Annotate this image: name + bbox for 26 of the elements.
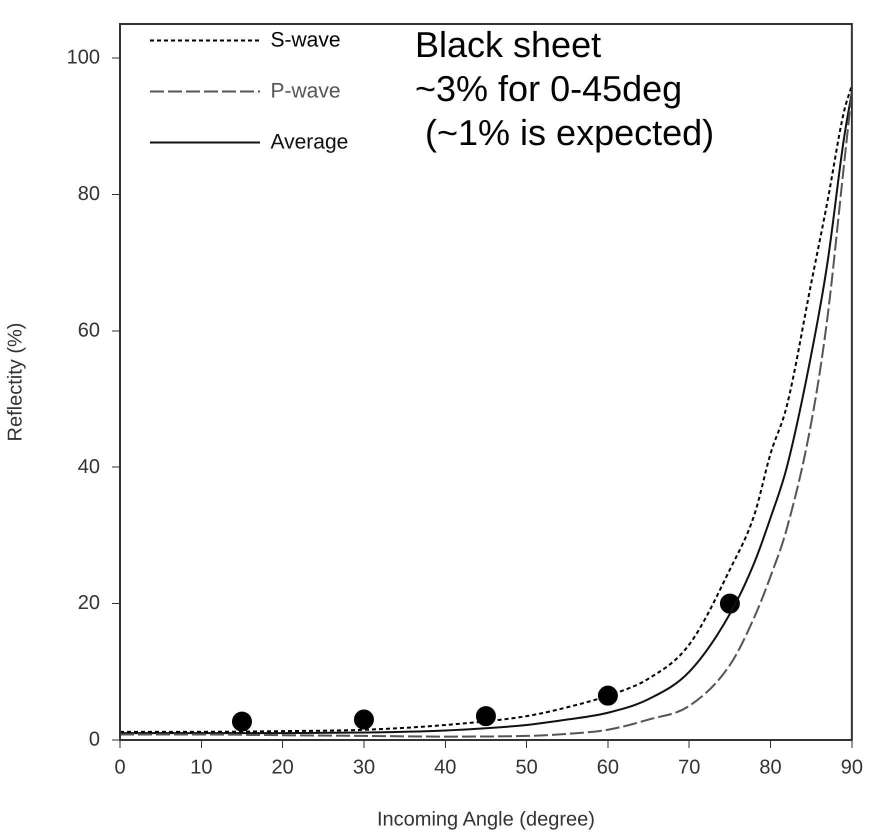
y-tick-label: 0 (88, 728, 100, 751)
text: Average (270, 130, 348, 154)
x-tick-label: 30 (352, 756, 376, 779)
y-tick-label: 100 (66, 46, 100, 69)
point (354, 710, 374, 730)
x-tick-label: 20 (272, 756, 294, 779)
x-tick-label: 90 (840, 756, 863, 779)
point (232, 712, 252, 732)
x-tick-label: 40 (434, 756, 456, 779)
annotation: Black sheet ~3% for 0-45deg (~1% is expected) (415, 24, 714, 153)
y-tick-label: 20 (78, 592, 100, 614)
y-tick-label: 40 (78, 456, 100, 478)
x-tick-label: 80 (759, 756, 782, 779)
y-axis-title: Reflectity (%) (4, 322, 27, 442)
x-axis-title: Incoming Angle (degree) (376, 808, 595, 831)
x-tick-label: 50 (515, 756, 538, 779)
point (598, 686, 618, 706)
y-tick-label: 60 (78, 319, 100, 342)
y-tick-label: 80 (78, 182, 100, 205)
text: S-wave (270, 28, 341, 52)
x-tick-label: 0 (114, 756, 126, 779)
point (476, 706, 496, 726)
x-tick-label: 60 (596, 756, 620, 779)
text: P-wave (270, 79, 341, 102)
x-tick-label: 70 (678, 756, 700, 779)
x-tick-label: 10 (190, 756, 212, 779)
